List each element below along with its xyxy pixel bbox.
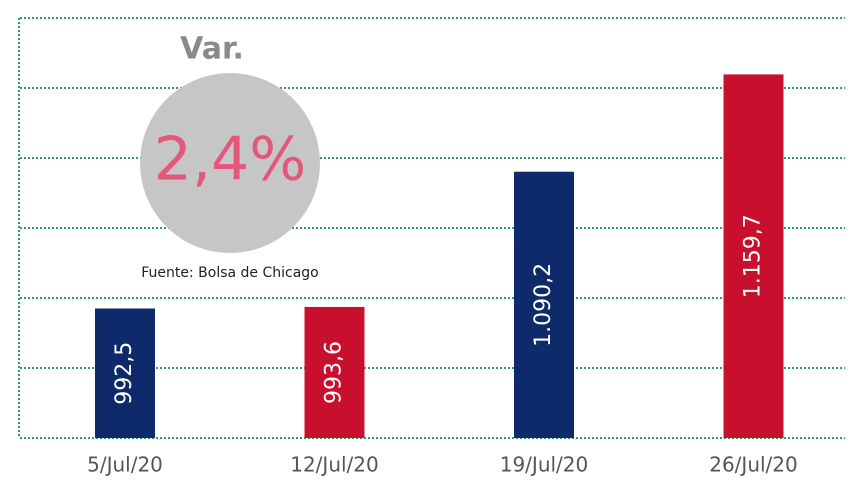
bar <box>514 171 574 438</box>
variation-title: Var. <box>180 32 244 67</box>
x-tick-label: 26/Jul/20 <box>709 453 798 477</box>
x-tick-label: 12/Jul/20 <box>290 453 379 477</box>
bar <box>723 74 784 439</box>
variation-value: 2,4% <box>154 125 306 195</box>
variation-circle <box>140 73 320 253</box>
value-label: 1.090,2 <box>531 263 556 347</box>
bar <box>95 308 155 438</box>
value-label: 992,5 <box>112 342 137 405</box>
source-note: Fuente: Bolsa de Chicago <box>141 265 319 281</box>
value-label: 1.159,7 <box>741 214 766 298</box>
value-label: 993,6 <box>322 341 347 404</box>
bar <box>304 306 365 438</box>
x-tick-label: 5/Jul/20 <box>87 453 163 477</box>
x-tick-label: 19/Jul/20 <box>500 453 589 477</box>
